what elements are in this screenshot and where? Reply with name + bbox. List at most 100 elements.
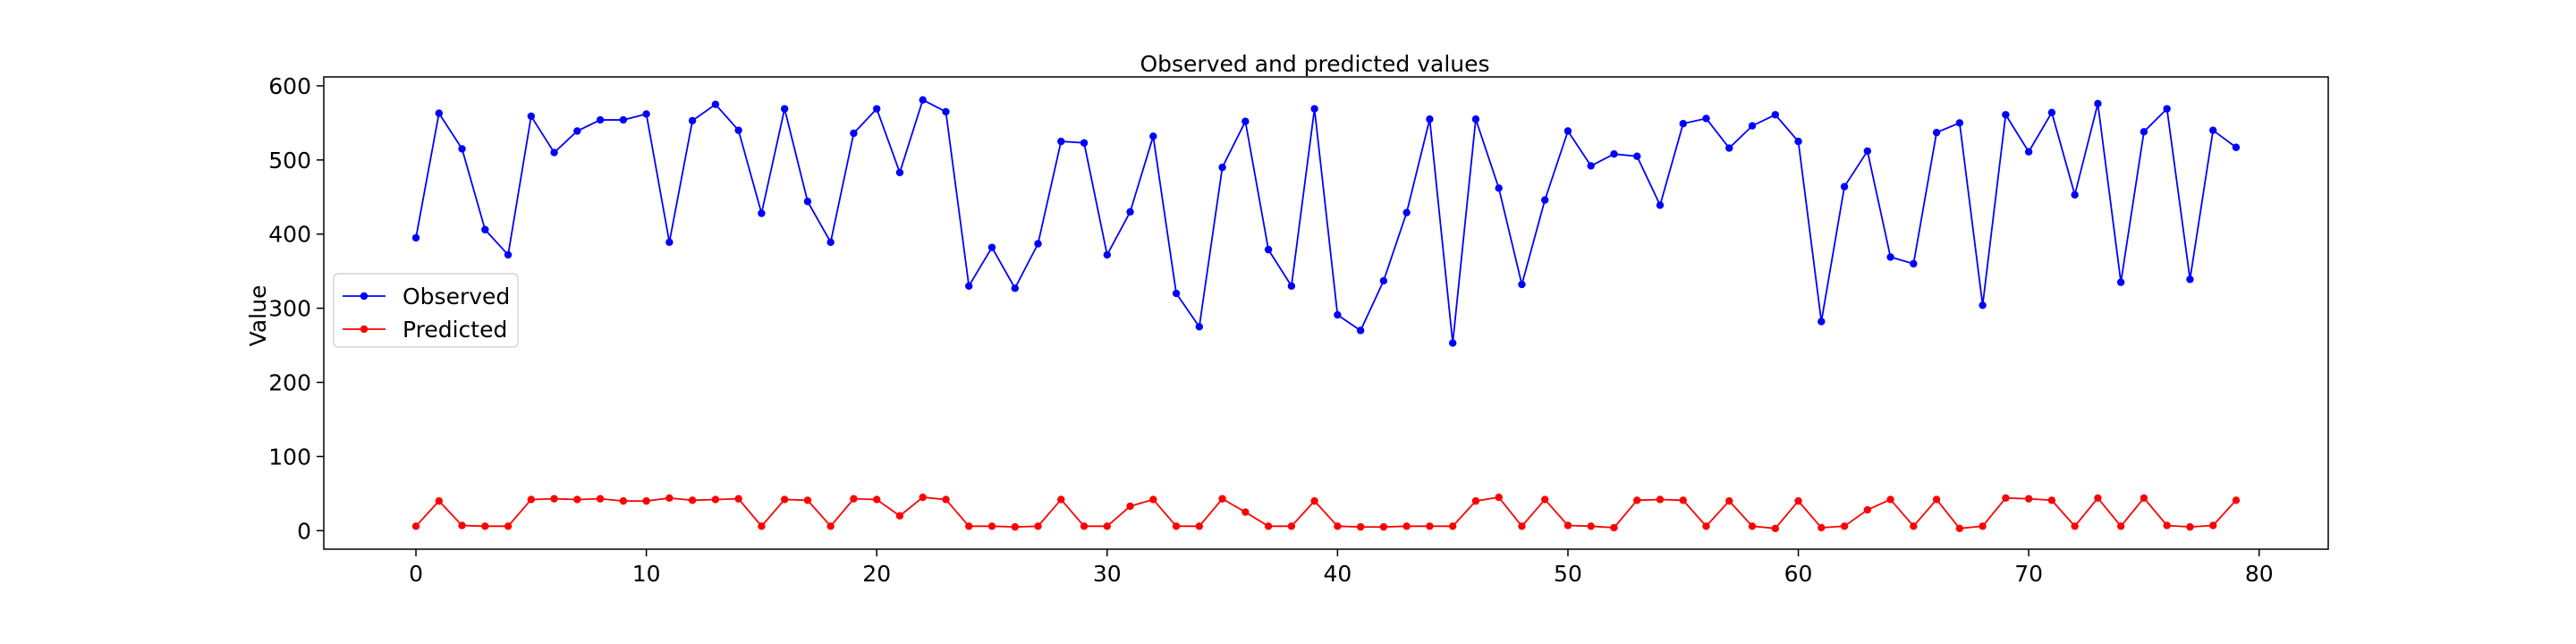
data-point <box>1541 496 1549 504</box>
data-point <box>2002 494 2010 503</box>
data-point <box>758 522 766 530</box>
data-point <box>2163 521 2171 530</box>
data-point <box>1840 182 1849 191</box>
data-point <box>1794 496 1802 505</box>
y-tick-label: 200 <box>268 370 311 396</box>
data-point <box>1955 524 1964 532</box>
data-point <box>1886 496 1894 504</box>
series-layer <box>411 96 2241 532</box>
data-point <box>1126 208 1134 216</box>
data-point <box>1034 522 1042 530</box>
data-point <box>1587 162 1595 170</box>
data-point <box>965 522 973 530</box>
data-point <box>1334 522 1342 530</box>
data-point <box>942 496 950 504</box>
y-tick-label: 0 <box>297 518 311 544</box>
data-point <box>2209 521 2217 530</box>
data-point <box>1541 196 1549 204</box>
data-point <box>1794 137 1802 146</box>
data-point <box>1172 522 1181 530</box>
data-point <box>1057 496 1065 504</box>
data-point <box>1448 522 1457 530</box>
data-point <box>1264 245 1273 254</box>
data-point <box>2002 111 2010 119</box>
x-tick-label: 20 <box>862 561 891 587</box>
data-point <box>1840 522 1849 530</box>
data-point <box>758 209 766 217</box>
data-point <box>665 238 674 247</box>
data-point <box>2116 278 2125 286</box>
legend-label: Observed <box>402 284 510 309</box>
data-point <box>873 496 881 504</box>
data-point <box>734 495 742 503</box>
data-point <box>1402 522 1411 530</box>
data-point <box>596 495 605 503</box>
data-point <box>1195 522 1204 530</box>
data-point <box>1679 496 1687 504</box>
data-point <box>895 168 904 177</box>
data-point <box>435 496 443 505</box>
data-point <box>1518 522 1526 530</box>
legend-entry-predicted: Predicted <box>343 317 507 343</box>
data-point <box>2071 191 2079 199</box>
data-point <box>550 148 558 157</box>
chart-title: Observed and predicted values <box>1140 51 1489 77</box>
data-point <box>1702 522 1710 530</box>
data-point <box>1103 250 1111 259</box>
data-point <box>2209 126 2217 134</box>
data-point <box>688 116 697 125</box>
data-point <box>2163 105 2171 113</box>
data-point <box>2094 494 2102 503</box>
data-point <box>1748 122 1757 130</box>
data-point <box>1679 120 1687 128</box>
data-point <box>1563 127 1572 135</box>
data-point <box>2047 108 2056 116</box>
data-point <box>1633 152 1641 160</box>
data-point <box>850 495 858 503</box>
data-point <box>1264 522 1273 530</box>
data-point <box>1149 132 1157 140</box>
x-tick-label: 40 <box>1323 561 1352 587</box>
data-point <box>2186 275 2194 284</box>
data-point <box>2232 143 2241 151</box>
data-point <box>1656 496 1665 504</box>
data-point <box>1633 496 1641 504</box>
data-point <box>688 496 697 504</box>
data-point <box>2071 522 2079 530</box>
data-point <box>1103 522 1111 530</box>
series-predicted <box>411 493 2241 532</box>
data-point <box>573 496 581 504</box>
data-point <box>1471 115 1480 123</box>
data-point <box>1218 163 1226 172</box>
data-point <box>895 512 904 520</box>
y-tick-label: 400 <box>268 222 311 248</box>
data-point <box>1011 284 1019 292</box>
data-point <box>711 100 720 108</box>
data-point <box>919 96 927 104</box>
data-point <box>1471 496 1480 505</box>
data-point <box>1241 117 1250 125</box>
data-point <box>1149 496 1157 504</box>
data-point <box>1932 496 1941 504</box>
data-point <box>803 198 812 206</box>
plot-frame <box>323 76 2329 550</box>
data-point <box>1080 522 1089 530</box>
data-point <box>1610 150 1618 158</box>
data-point <box>619 496 628 505</box>
data-point <box>1426 522 1434 530</box>
data-point <box>1979 301 1987 309</box>
data-point <box>527 112 536 121</box>
data-point <box>1910 259 1918 268</box>
data-point <box>481 522 489 530</box>
data-point <box>987 243 996 251</box>
data-point <box>665 494 674 503</box>
data-point <box>1126 502 1134 511</box>
series-line-predicted <box>415 496 2237 530</box>
data-point <box>596 115 605 124</box>
data-point <box>1563 521 1572 530</box>
x-tick-label: 50 <box>1554 561 1582 587</box>
data-point <box>1910 522 1918 530</box>
data-point <box>1287 282 1296 290</box>
data-point <box>2140 494 2148 503</box>
